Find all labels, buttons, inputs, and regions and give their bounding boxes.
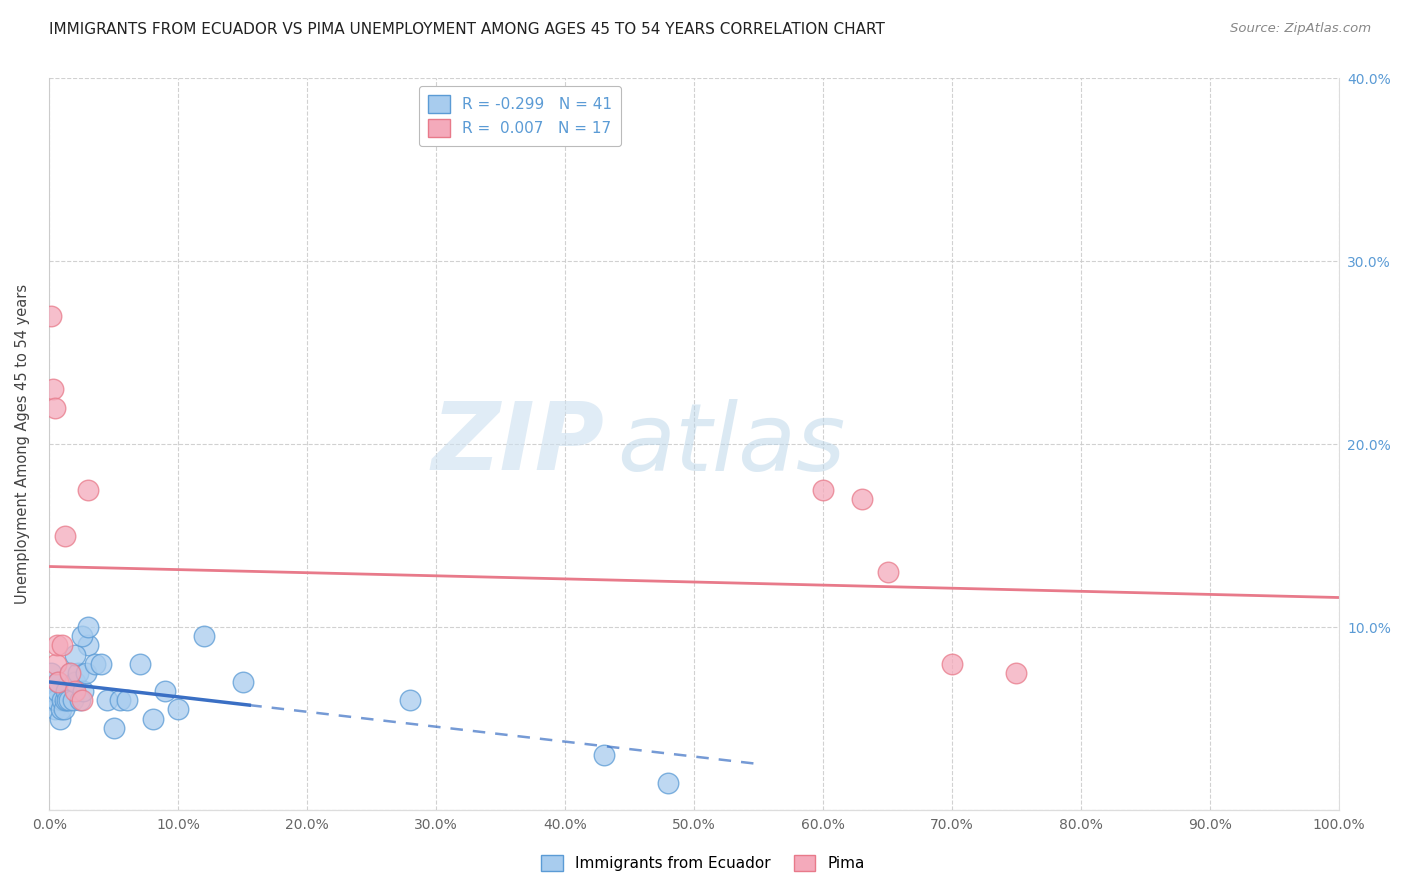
Point: [72, 684, 94, 698]
Point: [110, 693, 132, 707]
Text: IMMIGRANTS FROM ECUADOR VS PIMA UNEMPLOYMENT AMONG AGES 45 TO 54 YEARS CORRELATI: IMMIGRANTS FROM ECUADOR VS PIMA UNEMPLOY…: [49, 22, 886, 37]
Point: [90, 657, 112, 671]
Point: [42, 383, 65, 397]
Point: [70, 693, 93, 707]
Point: [193, 629, 215, 643]
Point: [41, 684, 63, 698]
Point: [42, 693, 65, 707]
Point: [811, 483, 834, 497]
Point: [49, 712, 72, 726]
Point: [65, 684, 87, 698]
Point: [44, 702, 66, 716]
Point: [69, 693, 91, 707]
Point: [103, 721, 125, 735]
Point: [77, 639, 100, 653]
Point: [142, 712, 165, 726]
Point: [66, 665, 89, 680]
Point: [45, 693, 67, 707]
Point: [59, 665, 82, 680]
Point: [70, 629, 93, 643]
Point: [49, 702, 72, 716]
Point: [39, 665, 62, 680]
Point: [128, 657, 150, 671]
Point: [65, 675, 87, 690]
Point: [48, 675, 70, 690]
Point: [77, 620, 100, 634]
Point: [51, 639, 73, 653]
Point: [55, 684, 77, 698]
Point: [83, 657, 105, 671]
Y-axis label: Unemployment Among Ages 45 to 54 years: Unemployment Among Ages 45 to 54 years: [15, 285, 30, 605]
Point: [59, 665, 82, 680]
Point: [46, 639, 69, 653]
Point: [876, 566, 898, 580]
Point: [45, 657, 67, 671]
Point: [657, 775, 679, 789]
Point: [399, 693, 422, 707]
Text: Source: ZipAtlas.com: Source: ZipAtlas.com: [1230, 22, 1371, 36]
Point: [96, 693, 118, 707]
Point: [46, 684, 69, 698]
Point: [48, 675, 70, 690]
Point: [62, 693, 84, 707]
Text: ZIP: ZIP: [432, 398, 603, 491]
Point: [39, 310, 62, 324]
Legend: R = -0.299   N = 41, R =  0.007   N = 17: R = -0.299 N = 41, R = 0.007 N = 17: [419, 87, 621, 146]
Point: [56, 693, 79, 707]
Point: [1005, 665, 1028, 680]
Point: [52, 702, 75, 716]
Point: [75, 665, 97, 680]
Point: [115, 693, 138, 707]
Point: [155, 684, 177, 698]
Point: [941, 657, 963, 671]
Point: [51, 693, 73, 707]
Point: [65, 648, 87, 662]
Legend: Immigrants from Ecuador, Pima: Immigrants from Ecuador, Pima: [536, 849, 870, 877]
Point: [53, 529, 76, 543]
Point: [592, 748, 614, 763]
Point: [53, 693, 76, 707]
Text: atlas: atlas: [617, 399, 845, 490]
Point: [77, 483, 100, 497]
Point: [58, 693, 80, 707]
Point: [851, 492, 873, 507]
Point: [167, 702, 190, 716]
Point: [44, 401, 66, 415]
Point: [232, 675, 254, 690]
